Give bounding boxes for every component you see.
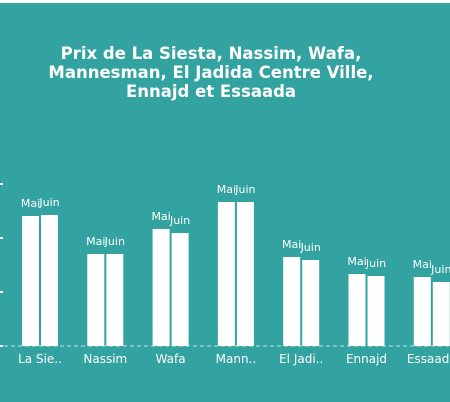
data-label-mai-4: Mai [282,238,301,251]
data-label-juin-3: Juin [234,183,255,196]
data-label-mai-5: Mai [347,255,366,268]
data-label-juin-5: Juin [365,257,386,270]
data-label-juin-1: Juin [104,235,125,248]
chart-title: Prix de La Siesta, Nassim, Wafa, Mannesm… [0,44,422,101]
data-label-juin-4: Juin [300,241,321,254]
y-axis-tick [0,345,3,347]
bar-mai-4 [283,257,301,346]
bar-juin-4 [302,260,320,346]
data-label-juin-0: Juin [38,196,59,209]
x-tick-label-5: Ennajd [346,352,387,366]
x-tick-label-6: Essaada [407,352,450,366]
bar-juin-6 [432,282,450,346]
bar-juin-0 [41,215,58,346]
bar-mai-6 [413,277,431,346]
bar-juin-1 [106,254,124,346]
y-axis-tick [0,291,3,293]
x-tick-label-1: Nassim [83,352,127,366]
x-tick-label-0: La Sie.. [18,352,62,366]
top-rule [0,0,450,3]
bar-juin-2 [171,233,189,346]
x-tick-label-2: Wafa [156,352,186,366]
chart-title-line-1: Prix de La Siesta, Nassim, Wafa, [60,44,362,63]
data-label-mai-0: Mai [21,197,40,210]
data-label-mai-2: Mai [151,210,170,223]
y-axis-tick [0,237,3,239]
bar-juin-3 [236,202,254,346]
y-axis-tick [0,183,3,185]
data-label-juin-2: Juin [169,214,190,227]
data-label-mai-1: Mai [86,235,105,248]
bar-mai-5 [348,274,366,346]
x-tick-label-3: Mann.. [216,352,257,366]
data-label-mai-6: Mai [413,258,432,271]
bar-mai-2 [152,229,170,346]
bar-mai-1 [87,254,105,346]
chart-title-line-2: Mannesman, El Jadida Centre Ville, [48,63,374,82]
data-label-juin-6: Juin [430,263,450,276]
data-label-mai-3: Mai [217,183,236,196]
bar-juin-5 [367,276,385,346]
chart-title-line-3: Ennajd et Essaada [125,82,297,101]
x-tick-label-4: El Jadi.. [279,352,323,366]
bar-mai-3 [217,202,235,346]
bar-mai-0 [22,216,39,346]
